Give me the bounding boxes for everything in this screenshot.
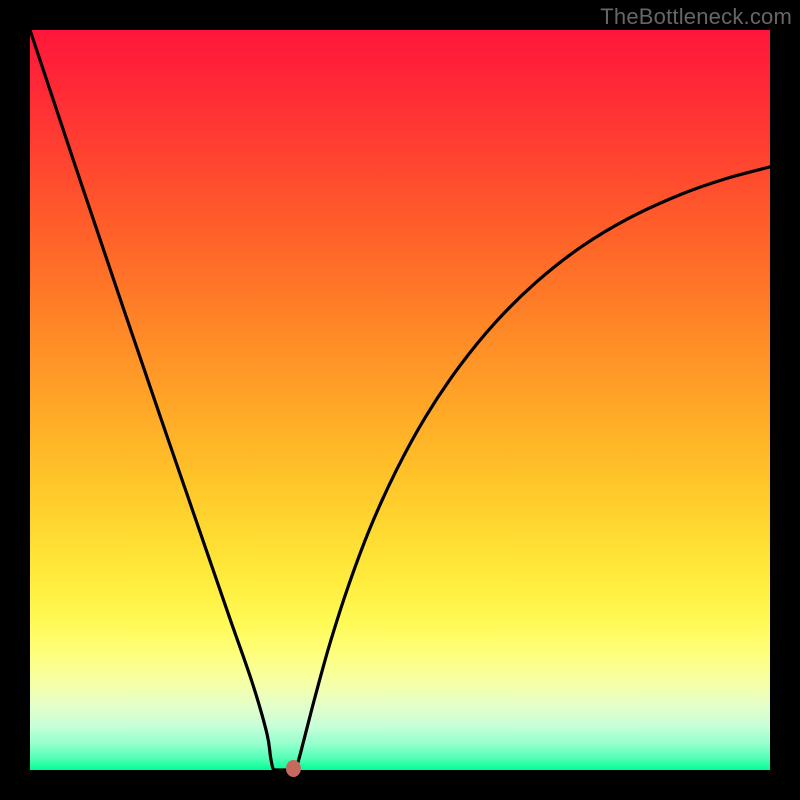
chart-svg	[0, 0, 800, 800]
optimal-point-marker	[286, 761, 300, 777]
bottleneck-chart: TheBottleneck.com	[0, 0, 800, 800]
watermark-text: TheBottleneck.com	[600, 4, 792, 30]
chart-background	[30, 30, 770, 770]
